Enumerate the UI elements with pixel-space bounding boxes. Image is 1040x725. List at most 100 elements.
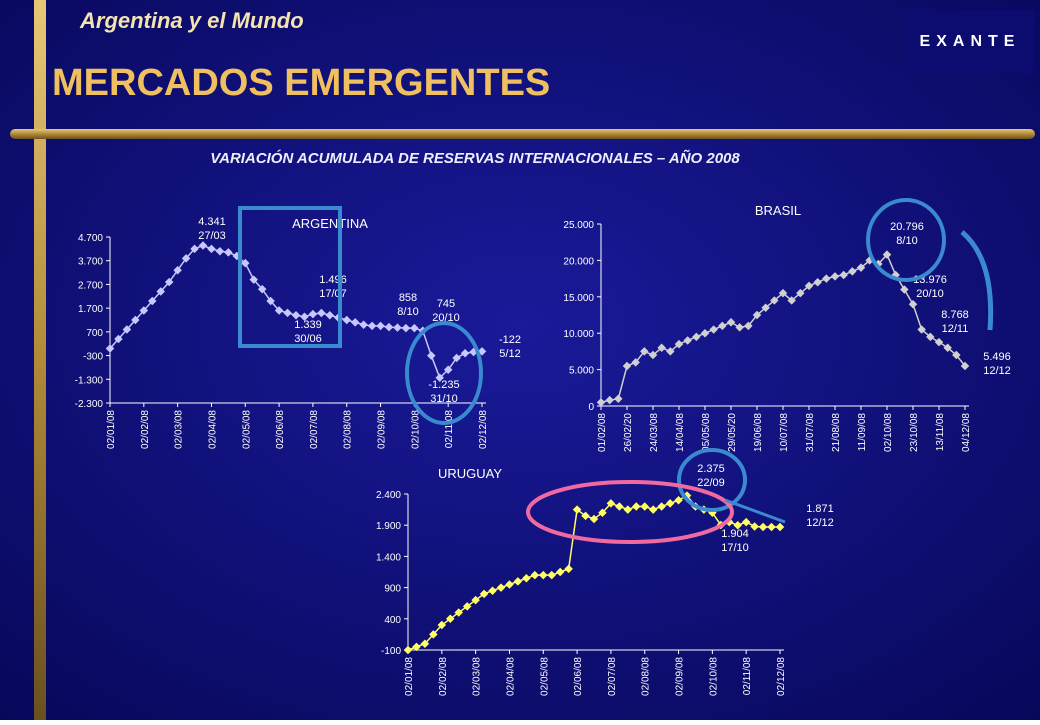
marker [412,642,421,652]
y-tick-label: 25.000 [563,220,594,231]
marker [393,323,402,332]
marker [547,570,556,580]
annotation: -122 [499,334,521,346]
marker [437,620,447,630]
x-tick-label: 02/10/08 [708,657,719,696]
y-tick-label: 2.400 [376,490,401,501]
x-tick-label: 02/05/08 [539,657,550,696]
marker [139,306,149,315]
annotation: 27/03 [198,230,226,242]
y-tick-label: 700 [86,328,103,339]
marker [615,502,624,511]
x-tick-label: 19/06/08 [753,413,764,452]
marker [596,398,606,407]
marker [787,296,796,305]
x-tick-label: 02/10/08 [410,410,421,449]
x-tick-label: 02/10/08 [883,413,894,452]
y-tick-label: 2.700 [78,280,103,291]
marker [674,339,684,349]
annotation: 12/12 [806,517,834,529]
marker [640,502,649,511]
x-tick-label: 02/12/08 [478,410,489,449]
marker [215,246,225,256]
marker [384,322,394,332]
logo: EXANTE [920,33,1021,50]
y-tick-label: -100 [381,646,401,657]
x-tick-label: 02/07/08 [607,657,618,696]
marker [848,267,857,276]
marker [752,310,762,320]
annotation: 2.375 [697,463,725,475]
subtitle: VARIACIÓN ACUMULADA DE RESERVAS INTERNAC… [210,149,740,167]
marker [900,285,909,294]
annotation: 31/10 [430,393,458,405]
marker [606,499,616,508]
marker [700,328,710,338]
marker [856,263,866,272]
marker [249,275,258,284]
marker [632,502,641,511]
x-tick-label: 02/06/08 [275,410,286,449]
y-tick-label: -1.300 [75,375,104,386]
annotation: 17/07 [319,288,347,300]
marker [496,583,506,592]
marker [122,325,132,334]
x-tick-label: 21/08/08 [831,413,842,452]
x-tick-label: 02/06/08 [573,657,584,696]
marker [403,645,413,655]
x-tick-label: 04/12/08 [961,413,972,452]
marker [454,608,463,617]
x-tick-label: 02/04/08 [207,410,218,449]
marker [952,350,961,360]
x-tick-label: 02/08/08 [641,657,652,696]
x-tick-label: 02/07/08 [309,410,320,449]
highlight-ellipse [866,198,946,282]
y-tick-label: 900 [384,584,401,595]
marker [908,300,918,309]
y-tick-label: 3.700 [78,257,103,268]
title: MERCADOS EMERGENTES [52,62,550,104]
x-tick-label: 02/05/08 [241,410,252,449]
annotation: 20/10 [916,288,944,300]
marker [105,344,115,353]
annotation: 12/11 [942,323,969,335]
x-tick-label: 02/03/08 [174,410,185,449]
gold-rule [10,129,1035,139]
highlight-box [238,206,342,348]
y-tick-label: 1.700 [78,304,103,315]
x-tick-label: 11/09/08 [857,413,868,452]
marker [767,522,776,532]
marker [631,358,640,367]
marker [359,320,368,329]
marker [350,318,360,327]
marker [308,309,318,319]
x-tick-label: 02/01/08 [404,657,415,696]
marker [376,321,385,331]
marker [367,321,377,331]
annotation: 20/10 [432,312,460,324]
marker [744,321,753,331]
annotation: 5/12 [499,348,520,360]
marker [164,277,174,287]
x-tick-label: 02/02/08 [140,410,151,449]
marker [131,315,140,325]
marker [804,281,814,291]
marker [581,511,590,521]
marker [435,373,444,382]
marker [505,580,514,589]
marker [283,308,292,318]
annotation: 745 [437,298,455,310]
marker [830,272,840,281]
marker [657,502,666,511]
y-tick-label: 1.900 [376,521,401,532]
annotation: -1.235 [428,379,459,391]
marker [718,321,727,331]
annotation: 30/06 [294,333,322,345]
marker [605,395,614,405]
y-tick-label: 4.700 [78,233,103,244]
x-tick-label: 29/05/20 [727,413,738,452]
marker [622,361,632,371]
marker [207,244,216,254]
annotation: 17/10 [721,542,749,554]
